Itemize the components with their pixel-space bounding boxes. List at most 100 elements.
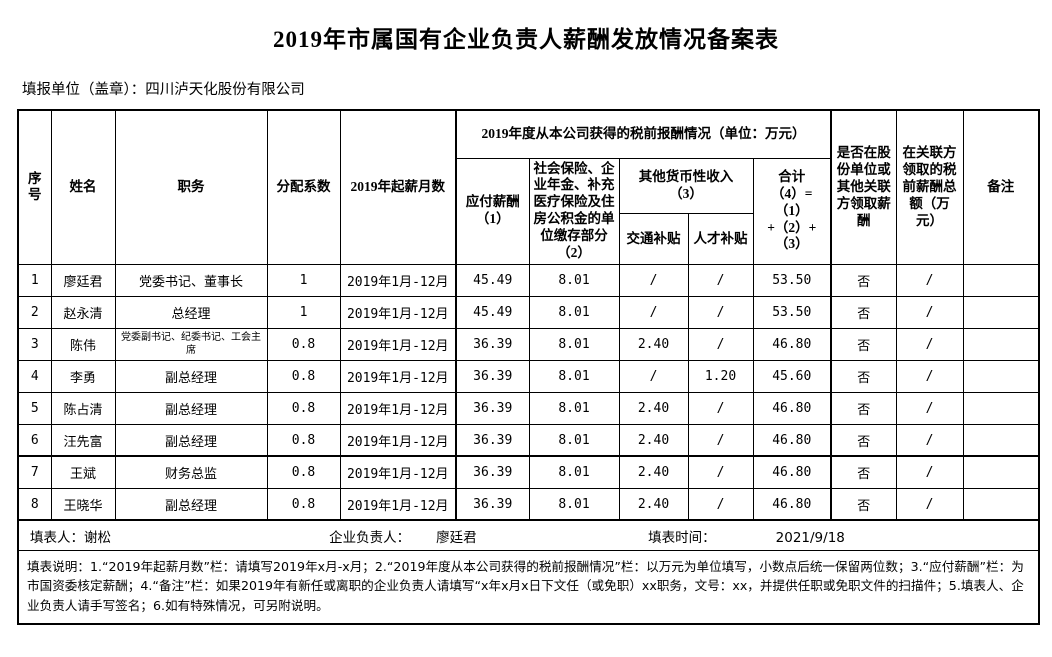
cell-seq: 2 [17,295,52,329]
cell-affiliate-paid: 否 [830,423,897,458]
cell-seq: 3 [17,327,52,361]
cell-insurance: 8.01 [528,295,620,329]
th-payable-line2: （1） [475,211,510,227]
table-row: 5 陈占清 副总经理 0.8 2019年1月-12月 36.39 8.01 2.… [17,391,1040,425]
cell-total: 53.50 [752,295,833,329]
cell-months: 2019年1月-12月 [339,391,457,425]
table-row: 7 王斌 财务总监 0.8 2019年1月-12月 36.39 8.01 2.4… [17,455,1040,489]
cell-affiliate-amount: / [895,263,964,297]
cell-insurance: 8.01 [528,263,620,297]
signature-cell: 填表人：谢松 企业负责人： 廖廷君 填表时间： 2021/9/18 [17,519,1040,551]
header-row-subgroups: 应付薪酬 （1） 社会保险、企业年金、补充医疗保险及住房公积金的单位缴存部分（2… [18,157,1039,265]
th-total-line2: （4）=（1） [771,185,813,218]
cell-remark [962,455,1040,489]
table-row: 6 汪先富 副总经理 0.8 2019年1月-12月 36.39 8.01 2.… [17,423,1040,458]
cell-talent-subsidy: / [687,487,754,522]
signature-row: 填表人：谢松 企业负责人： 廖廷君 填表时间： 2021/9/18 [17,519,1040,551]
cell-seq: 1 [17,263,52,297]
cell-transport-subsidy: 2.40 [618,391,689,425]
cell-insurance: 8.01 [528,455,620,489]
th-months: 2019年起薪月数 [339,109,457,265]
cell-months: 2019年1月-12月 [339,487,457,522]
cell-seq: 4 [17,359,52,393]
cell-position: 副总经理 [114,359,268,393]
cell-payable: 36.39 [455,391,530,425]
cell-coefficient: 1 [266,295,341,329]
cell-transport-subsidy: 2.40 [618,455,689,489]
cell-name: 赵永清 [50,295,116,329]
th-transport-subsidy: 交通补贴 [618,213,689,265]
cell-affiliate-amount: / [895,455,964,489]
cell-seq: 6 [17,423,52,458]
cell-affiliate-paid: 否 [830,295,897,329]
cell-affiliate-paid: 否 [830,359,897,393]
cell-transport-subsidy: / [618,359,689,393]
cell-transport-subsidy: / [618,263,689,297]
cell-talent-subsidy: / [687,455,754,489]
th-seq: 序号 [17,109,52,265]
date-value: 2021/9/18 [775,529,845,546]
cell-seq: 7 [17,455,52,489]
date-label: 填表时间： [648,529,716,546]
preparer-value: 谢松 [84,529,111,546]
th-insurance: 社会保险、企业年金、补充医疗保险及住房公积金的单位缴存部分（2） [528,157,620,265]
cell-position: 党委副书记、纪委书记、工会主席 [114,327,268,361]
notes-row: 填表说明：1.“2019年起薪月数”栏：请填写2019年x月-x月；2.“201… [17,549,1040,625]
cell-months: 2019年1月-12月 [339,327,457,361]
cell-talent-subsidy: / [687,423,754,458]
header-row-leaf: 交通补贴 人才补贴 [18,213,1039,265]
cell-insurance: 8.01 [528,359,620,393]
cell-months: 2019年1月-12月 [339,263,457,297]
table-row: 1 廖廷君 党委书记、董事长 1 2019年1月-12月 45.49 8.01 … [17,263,1040,297]
cell-transport-subsidy: 2.40 [618,423,689,458]
table-row: 2 赵永清 总经理 1 2019年1月-12月 45.49 8.01 / / 5… [17,295,1040,329]
cell-position: 党委书记、董事长 [114,263,268,297]
cell-payable: 36.39 [455,487,530,522]
preparer-label: 填表人： [30,529,84,546]
cell-months: 2019年1月-12月 [339,455,457,489]
cell-total: 46.80 [752,455,833,489]
cell-seq: 5 [17,391,52,425]
cell-talent-subsidy: / [687,391,754,425]
cell-affiliate-amount: / [895,359,964,393]
table-row: 4 李勇 副总经理 0.8 2019年1月-12月 36.39 8.01 / 1… [17,359,1040,393]
cell-insurance: 8.01 [528,487,620,522]
notes-text: 填表说明：1.“2019年起薪月数”栏：请填写2019年x月-x月；2.“201… [17,549,1040,625]
cell-total: 53.50 [752,263,833,297]
header-row-group-title: 序号 姓名 职务 分配系数 2019年起薪月数 2019年度从本公司获得的税前报… [17,109,1040,265]
cell-total: 46.80 [752,487,833,522]
leader-block: 企业负责人： 廖廷君 [329,526,648,546]
cell-affiliate-paid: 否 [830,327,897,361]
cell-transport-subsidy: 2.40 [618,327,689,361]
cell-remark [962,487,1040,522]
cell-payable: 36.39 [455,455,530,489]
cell-remark [962,391,1040,425]
cell-talent-subsidy: 1.20 [687,359,754,393]
cell-coefficient: 0.8 [266,391,341,425]
th-payable: 应付薪酬 （1） [455,157,530,265]
cell-insurance: 8.01 [528,423,620,458]
cell-transport-subsidy: 2.40 [618,487,689,522]
cell-payable: 36.39 [455,327,530,361]
cell-talent-subsidy: / [687,327,754,361]
th-other-income: 其他货币性收入 （3） [618,157,754,215]
salary-table: 序号 姓名 职务 分配系数 2019年起薪月数 2019年度从本公司获得的税前报… [17,109,1041,626]
cell-payable: 36.39 [455,423,530,458]
cell-position: 财务总监 [114,455,268,489]
cell-months: 2019年1月-12月 [339,423,457,458]
cell-name: 陈占清 [50,391,116,425]
cell-transport-subsidy: / [618,295,689,329]
th-payable-line1: 应付薪酬 [465,194,520,210]
reporting-unit-line: 填报单位（盖章）：四川泸天化股份有限公司 [22,82,305,98]
th-income-group: 2019年度从本公司获得的税前报酬情况（单位：万元） [455,109,833,159]
cell-payable: 45.49 [455,263,530,297]
table-header: 序号 姓名 职务 分配系数 2019年起薪月数 2019年度从本公司获得的税前报… [17,109,1040,265]
cell-talent-subsidy: / [687,295,754,329]
cell-affiliate-amount: / [895,487,964,522]
th-total-line1: 合计 [778,168,806,184]
cell-remark [962,327,1040,361]
th-total: 合计 （4）=（1） +（2）+ （3） [752,157,833,265]
th-affiliate-paid: 是否在股份单位或其他关联方领取薪酬 [830,109,897,265]
cell-position: 副总经理 [114,423,268,458]
